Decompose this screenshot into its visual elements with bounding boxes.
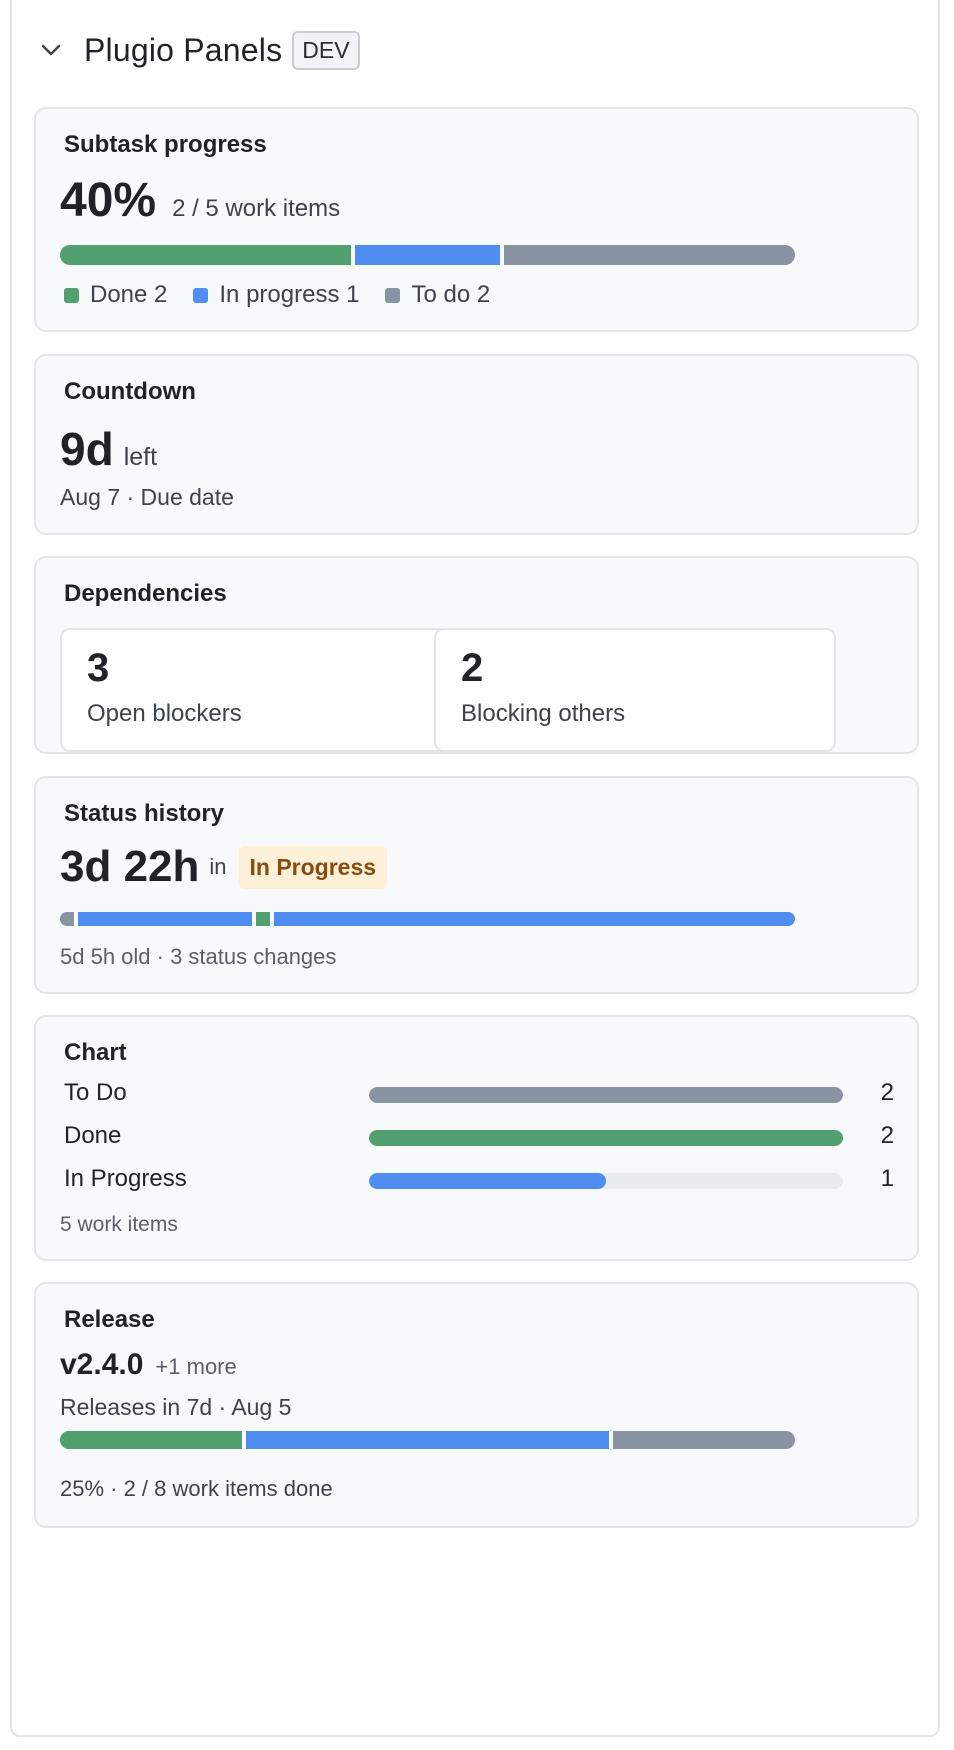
bar-segment-in-progress	[245, 1431, 610, 1449]
chart-bar-track	[369, 1087, 843, 1103]
release-date-text: Releases in 7d · Aug 5	[60, 1394, 292, 1420]
legend-swatch	[385, 287, 401, 303]
progress-summary: 40% 2 / 5 work items	[60, 173, 340, 228]
release-version[interactable]: v2.4.0	[60, 1348, 144, 1381]
release-progress-bar	[60, 1431, 795, 1449]
card-title: Chart	[64, 1039, 127, 1066]
chart-value-label: 2	[880, 1122, 894, 1149]
chart-footer: 5 work items	[60, 1213, 178, 1236]
open-blockers-label: Open blockers	[87, 700, 242, 727]
legend-label: Done 2	[90, 281, 168, 308]
status-history-card: Status history 3d 22h in In Progress 5d …	[34, 776, 919, 994]
legend-item: To do 2	[385, 281, 490, 309]
days-left-suffix: left	[123, 443, 158, 471]
bar-segment-todo	[60, 912, 75, 926]
panel-title: Plugio Panels	[84, 31, 283, 68]
progress-percent: 40%	[60, 174, 157, 227]
release-version-row: v2.4.0 +1 more	[60, 1348, 237, 1382]
environment-badge: DEV	[292, 30, 360, 70]
time-in-status: 3d 22h	[60, 842, 200, 891]
release-card: Release v2.4.0 +1 more Releases in 7d · …	[34, 1282, 919, 1528]
blocking-others-label: Blocking others	[461, 700, 626, 727]
chart-bar	[369, 1130, 843, 1146]
chart-value-label: 2	[880, 1079, 894, 1106]
legend-label: To do 2	[411, 281, 491, 308]
chart-row: In Progress 1	[64, 1165, 894, 1195]
chart-bar	[369, 1087, 843, 1103]
legend-item: In progress 1	[193, 281, 359, 309]
status-history-subtitle: 5d 5h old · 3 status changes	[60, 944, 337, 969]
more-releases-link[interactable]: +1 more	[155, 1354, 237, 1379]
chart-value-label: 1	[880, 1165, 894, 1192]
chevron-down-icon[interactable]	[36, 35, 66, 65]
legend-label: In progress 1	[219, 281, 360, 308]
subtask-legend: Done 2 In progress 1 To do 2	[64, 281, 516, 309]
bar-segment-in-progress	[354, 245, 501, 265]
chart-bar-track	[369, 1130, 843, 1146]
bar-segment-in-progress	[274, 912, 795, 926]
bar-segment-in-progress	[78, 912, 252, 926]
blocking-others-count: 2	[461, 646, 484, 690]
card-title: Status history	[64, 800, 225, 827]
chart-category-label: In Progress	[64, 1165, 187, 1192]
release-footer: 25% · 2 / 8 work items done	[60, 1476, 333, 1501]
open-blockers-tile[interactable]: 3 Open blockers	[60, 628, 462, 752]
current-status-badge: In Progress	[238, 845, 388, 889]
card-title: Countdown	[64, 378, 196, 405]
dependencies-card: Dependencies 3 Open blockers 2 Blocking …	[34, 556, 919, 754]
card-title: Dependencies	[64, 580, 227, 607]
legend-swatch	[193, 287, 209, 303]
chart-row: To Do 2	[64, 1079, 894, 1109]
blocking-others-tile[interactable]: 2 Blocking others	[434, 628, 836, 752]
status-connector: in	[209, 854, 227, 879]
progress-count: 2 / 5 work items	[172, 195, 341, 222]
chart-category-label: To Do	[64, 1079, 127, 1106]
bar-segment-todo	[613, 1431, 795, 1449]
chart-bar	[369, 1173, 606, 1189]
chart-bar-track	[369, 1173, 843, 1189]
countdown-value: 9d left	[60, 422, 157, 476]
bar-segment-done	[60, 245, 351, 265]
chart-card: Chart To Do 2 Done 2 In Progress 1 5 work ite…	[34, 1015, 919, 1261]
subtask-progress-bar	[60, 245, 795, 265]
legend-swatch	[64, 287, 79, 303]
countdown-card: Countdown 9d left Aug 7 · Due date	[34, 354, 919, 535]
days-left-number: 9d	[60, 423, 114, 475]
status-timeline-bar	[60, 912, 795, 926]
due-date-text: Aug 7 · Due date	[60, 484, 234, 510]
status-duration: 3d 22h in In Progress	[60, 842, 388, 892]
chart-category-label: Done	[64, 1122, 122, 1149]
chart-row: Done 2	[64, 1122, 894, 1152]
bar-segment-done	[255, 912, 271, 926]
card-title: Release	[64, 1306, 155, 1333]
bar-segment-done	[60, 1431, 242, 1449]
legend-item: Done 2	[64, 281, 167, 309]
bar-segment-todo	[504, 245, 795, 265]
subtask-progress-card: Subtask progress 40% 2 / 5 work items Do…	[34, 107, 919, 332]
open-blockers-count: 3	[87, 646, 110, 690]
card-title: Subtask progress	[64, 131, 267, 158]
panel-header: Plugio Panels DEV	[36, 28, 360, 72]
